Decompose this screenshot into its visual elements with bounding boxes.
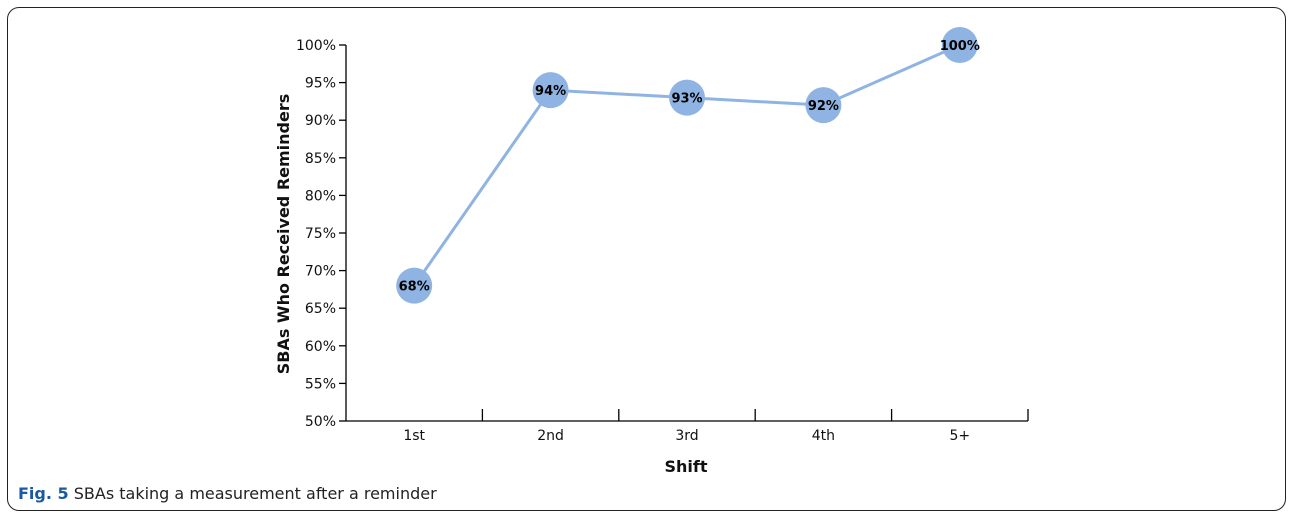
x-tick-label: 5+	[949, 428, 970, 444]
data-point-marker	[396, 267, 433, 304]
x-tick-label: 4th	[812, 428, 835, 444]
x-axis-title: Shift	[664, 457, 707, 476]
y-tick-label: 85%	[305, 151, 336, 167]
x-axis-ticks: 1st 2nd 3rd 4th 5+	[403, 409, 1029, 444]
data-points: 68% 94% 93% 92% 100%	[396, 27, 980, 304]
x-tick-label: 3rd	[675, 428, 698, 444]
y-tick-label: 75%	[305, 226, 336, 242]
figure-caption-label: Fig. 5	[18, 484, 69, 503]
figure-caption-text: SBAs taking a measurement after a remind…	[73, 484, 437, 503]
y-tick-label: 95%	[305, 76, 336, 92]
data-point-marker	[532, 72, 569, 109]
y-tick-label: 60%	[305, 339, 336, 355]
figure-caption: Fig. 5 SBAs taking a measurement after a…	[18, 484, 437, 503]
y-axis-ticks: 50% 55% 60% 65% 70% 75% 80% 85% 90% 95% 100%	[296, 38, 346, 430]
y-tick-label: 65%	[305, 301, 336, 317]
y-tick-label: 70%	[305, 264, 336, 280]
figure-frame	[7, 7, 1286, 511]
data-point-marker	[669, 79, 705, 116]
y-tick-label: 100%	[296, 38, 336, 54]
y-tick-label: 55%	[305, 376, 336, 392]
y-tick-label: 90%	[305, 113, 336, 129]
data-point-label: 93%	[671, 92, 702, 107]
data-point-label: 94%	[535, 84, 566, 99]
data-point-label: 68%	[399, 280, 430, 295]
x-tick-label: 1st	[403, 428, 425, 444]
x-tick-label: 2nd	[537, 428, 564, 444]
data-point-marker	[805, 87, 842, 124]
data-point-label: 92%	[808, 99, 839, 114]
data-point-marker	[941, 27, 978, 63]
y-axis-title: SBAs Who Received Reminders	[274, 94, 293, 375]
data-point-label: 100%	[940, 39, 980, 54]
y-tick-label: 50%	[305, 414, 336, 430]
y-tick-label: 80%	[305, 188, 336, 204]
